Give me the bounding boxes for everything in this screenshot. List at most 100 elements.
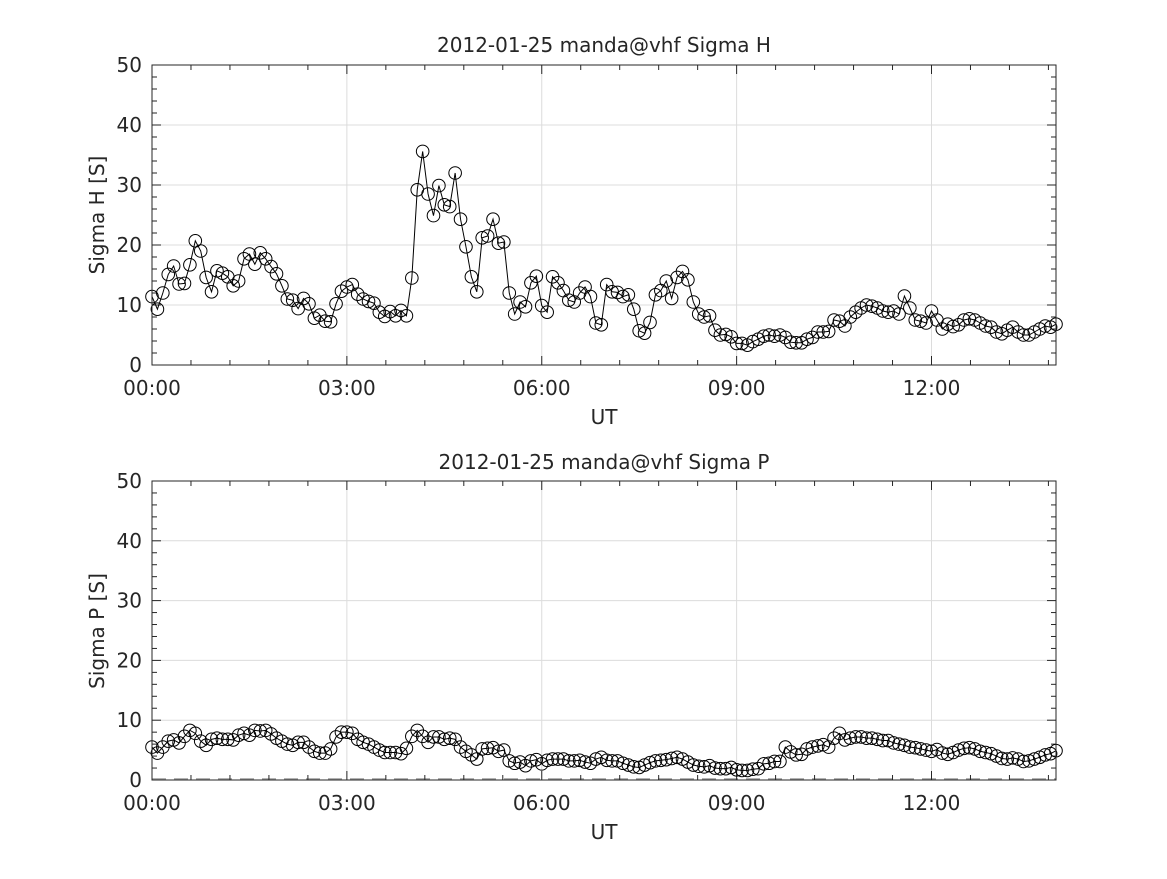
data-point bbox=[215, 732, 230, 747]
data-point bbox=[859, 298, 874, 312]
data-point bbox=[713, 328, 728, 342]
y-tick-label: 20 bbox=[117, 648, 142, 672]
data-point bbox=[686, 295, 701, 309]
data-point bbox=[789, 748, 803, 762]
y-tick-label: 50 bbox=[117, 53, 142, 77]
data-point bbox=[302, 740, 316, 754]
data-point bbox=[686, 758, 701, 772]
data-point bbox=[870, 732, 885, 747]
data-point bbox=[865, 731, 879, 745]
data-point bbox=[323, 742, 338, 756]
data-point bbox=[1005, 751, 1020, 765]
data-point bbox=[177, 276, 192, 291]
data-point bbox=[681, 273, 695, 287]
data-point bbox=[415, 144, 430, 159]
data-point bbox=[854, 730, 868, 744]
data-point bbox=[231, 728, 246, 742]
data-point bbox=[643, 755, 657, 770]
data-point bbox=[307, 744, 322, 759]
data-point bbox=[437, 732, 452, 747]
x-tick-label: 03:00 bbox=[318, 791, 376, 815]
data-point bbox=[248, 723, 262, 738]
data-point bbox=[383, 745, 397, 760]
data-point bbox=[475, 231, 490, 245]
data-point bbox=[659, 752, 674, 767]
x-tick-label: 03:00 bbox=[318, 376, 376, 400]
data-point bbox=[572, 753, 587, 768]
data-point bbox=[583, 289, 598, 304]
y-tick-label: 40 bbox=[117, 113, 142, 137]
data-point bbox=[875, 304, 890, 318]
data-point bbox=[421, 187, 435, 201]
sigma-p-panel: 2012-01-25 manda@vhf Sigma P UT Sigma P … bbox=[85, 450, 1063, 844]
x-tick-label: 12:00 bbox=[903, 791, 961, 815]
data-point bbox=[664, 291, 679, 306]
data-point bbox=[740, 763, 755, 778]
data-point bbox=[946, 319, 960, 334]
axes-box bbox=[151, 64, 1057, 366]
data-point bbox=[226, 279, 240, 293]
data-point bbox=[1016, 328, 1031, 342]
data-point bbox=[811, 739, 825, 753]
data-point bbox=[377, 309, 392, 324]
data-point bbox=[664, 751, 679, 766]
x-tick-label: 00:00 bbox=[123, 791, 181, 815]
data-point bbox=[957, 313, 971, 327]
data-point bbox=[453, 212, 468, 226]
data-point bbox=[702, 309, 717, 323]
data-point bbox=[794, 747, 809, 762]
data-point bbox=[659, 274, 674, 288]
data-point bbox=[394, 746, 408, 761]
data-point bbox=[204, 285, 219, 299]
data-point bbox=[599, 277, 614, 292]
data-point bbox=[783, 335, 798, 350]
y-tick-label: 10 bbox=[117, 293, 142, 317]
data-point bbox=[1005, 320, 1020, 335]
data-point bbox=[567, 754, 582, 768]
x-tick-label: 06:00 bbox=[513, 791, 571, 815]
data-point bbox=[610, 285, 625, 300]
y-tick-label: 50 bbox=[117, 469, 142, 493]
x-axis-label: UT bbox=[591, 405, 619, 429]
data-point bbox=[193, 734, 208, 748]
data-point bbox=[811, 325, 825, 339]
data-point bbox=[188, 726, 203, 741]
data-point bbox=[361, 294, 376, 309]
data-point bbox=[264, 727, 278, 741]
data-point bbox=[540, 305, 554, 320]
data-point bbox=[562, 754, 576, 768]
data-point bbox=[778, 330, 793, 345]
data-point bbox=[296, 735, 311, 750]
data-point bbox=[848, 305, 863, 320]
data-point bbox=[199, 270, 213, 285]
y-axis-label: Sigma H [S] bbox=[85, 156, 109, 275]
data-point bbox=[924, 744, 939, 759]
data-point bbox=[1022, 754, 1036, 768]
data-point bbox=[486, 212, 500, 226]
data-point bbox=[507, 307, 522, 321]
data-point bbox=[729, 763, 744, 777]
markers bbox=[145, 144, 1063, 353]
data-point bbox=[280, 292, 295, 306]
data-point bbox=[551, 276, 565, 290]
data-point bbox=[800, 332, 814, 347]
data-point bbox=[323, 315, 338, 329]
data-point bbox=[735, 763, 749, 778]
data-point bbox=[156, 286, 170, 300]
data-point bbox=[459, 240, 473, 254]
data-point bbox=[161, 267, 176, 282]
data-point bbox=[302, 297, 316, 311]
data-point bbox=[448, 732, 462, 747]
data-point bbox=[421, 735, 435, 750]
data-point bbox=[789, 336, 803, 350]
data-point bbox=[735, 336, 749, 351]
data-point bbox=[437, 198, 452, 212]
data-point bbox=[616, 289, 630, 304]
data-point bbox=[843, 731, 858, 745]
data-point bbox=[551, 752, 565, 766]
data-point bbox=[616, 756, 630, 771]
chart-title: 2012-01-25 manda@vhf Sigma H bbox=[437, 33, 771, 57]
data-point bbox=[800, 742, 814, 756]
data-point bbox=[756, 329, 771, 344]
